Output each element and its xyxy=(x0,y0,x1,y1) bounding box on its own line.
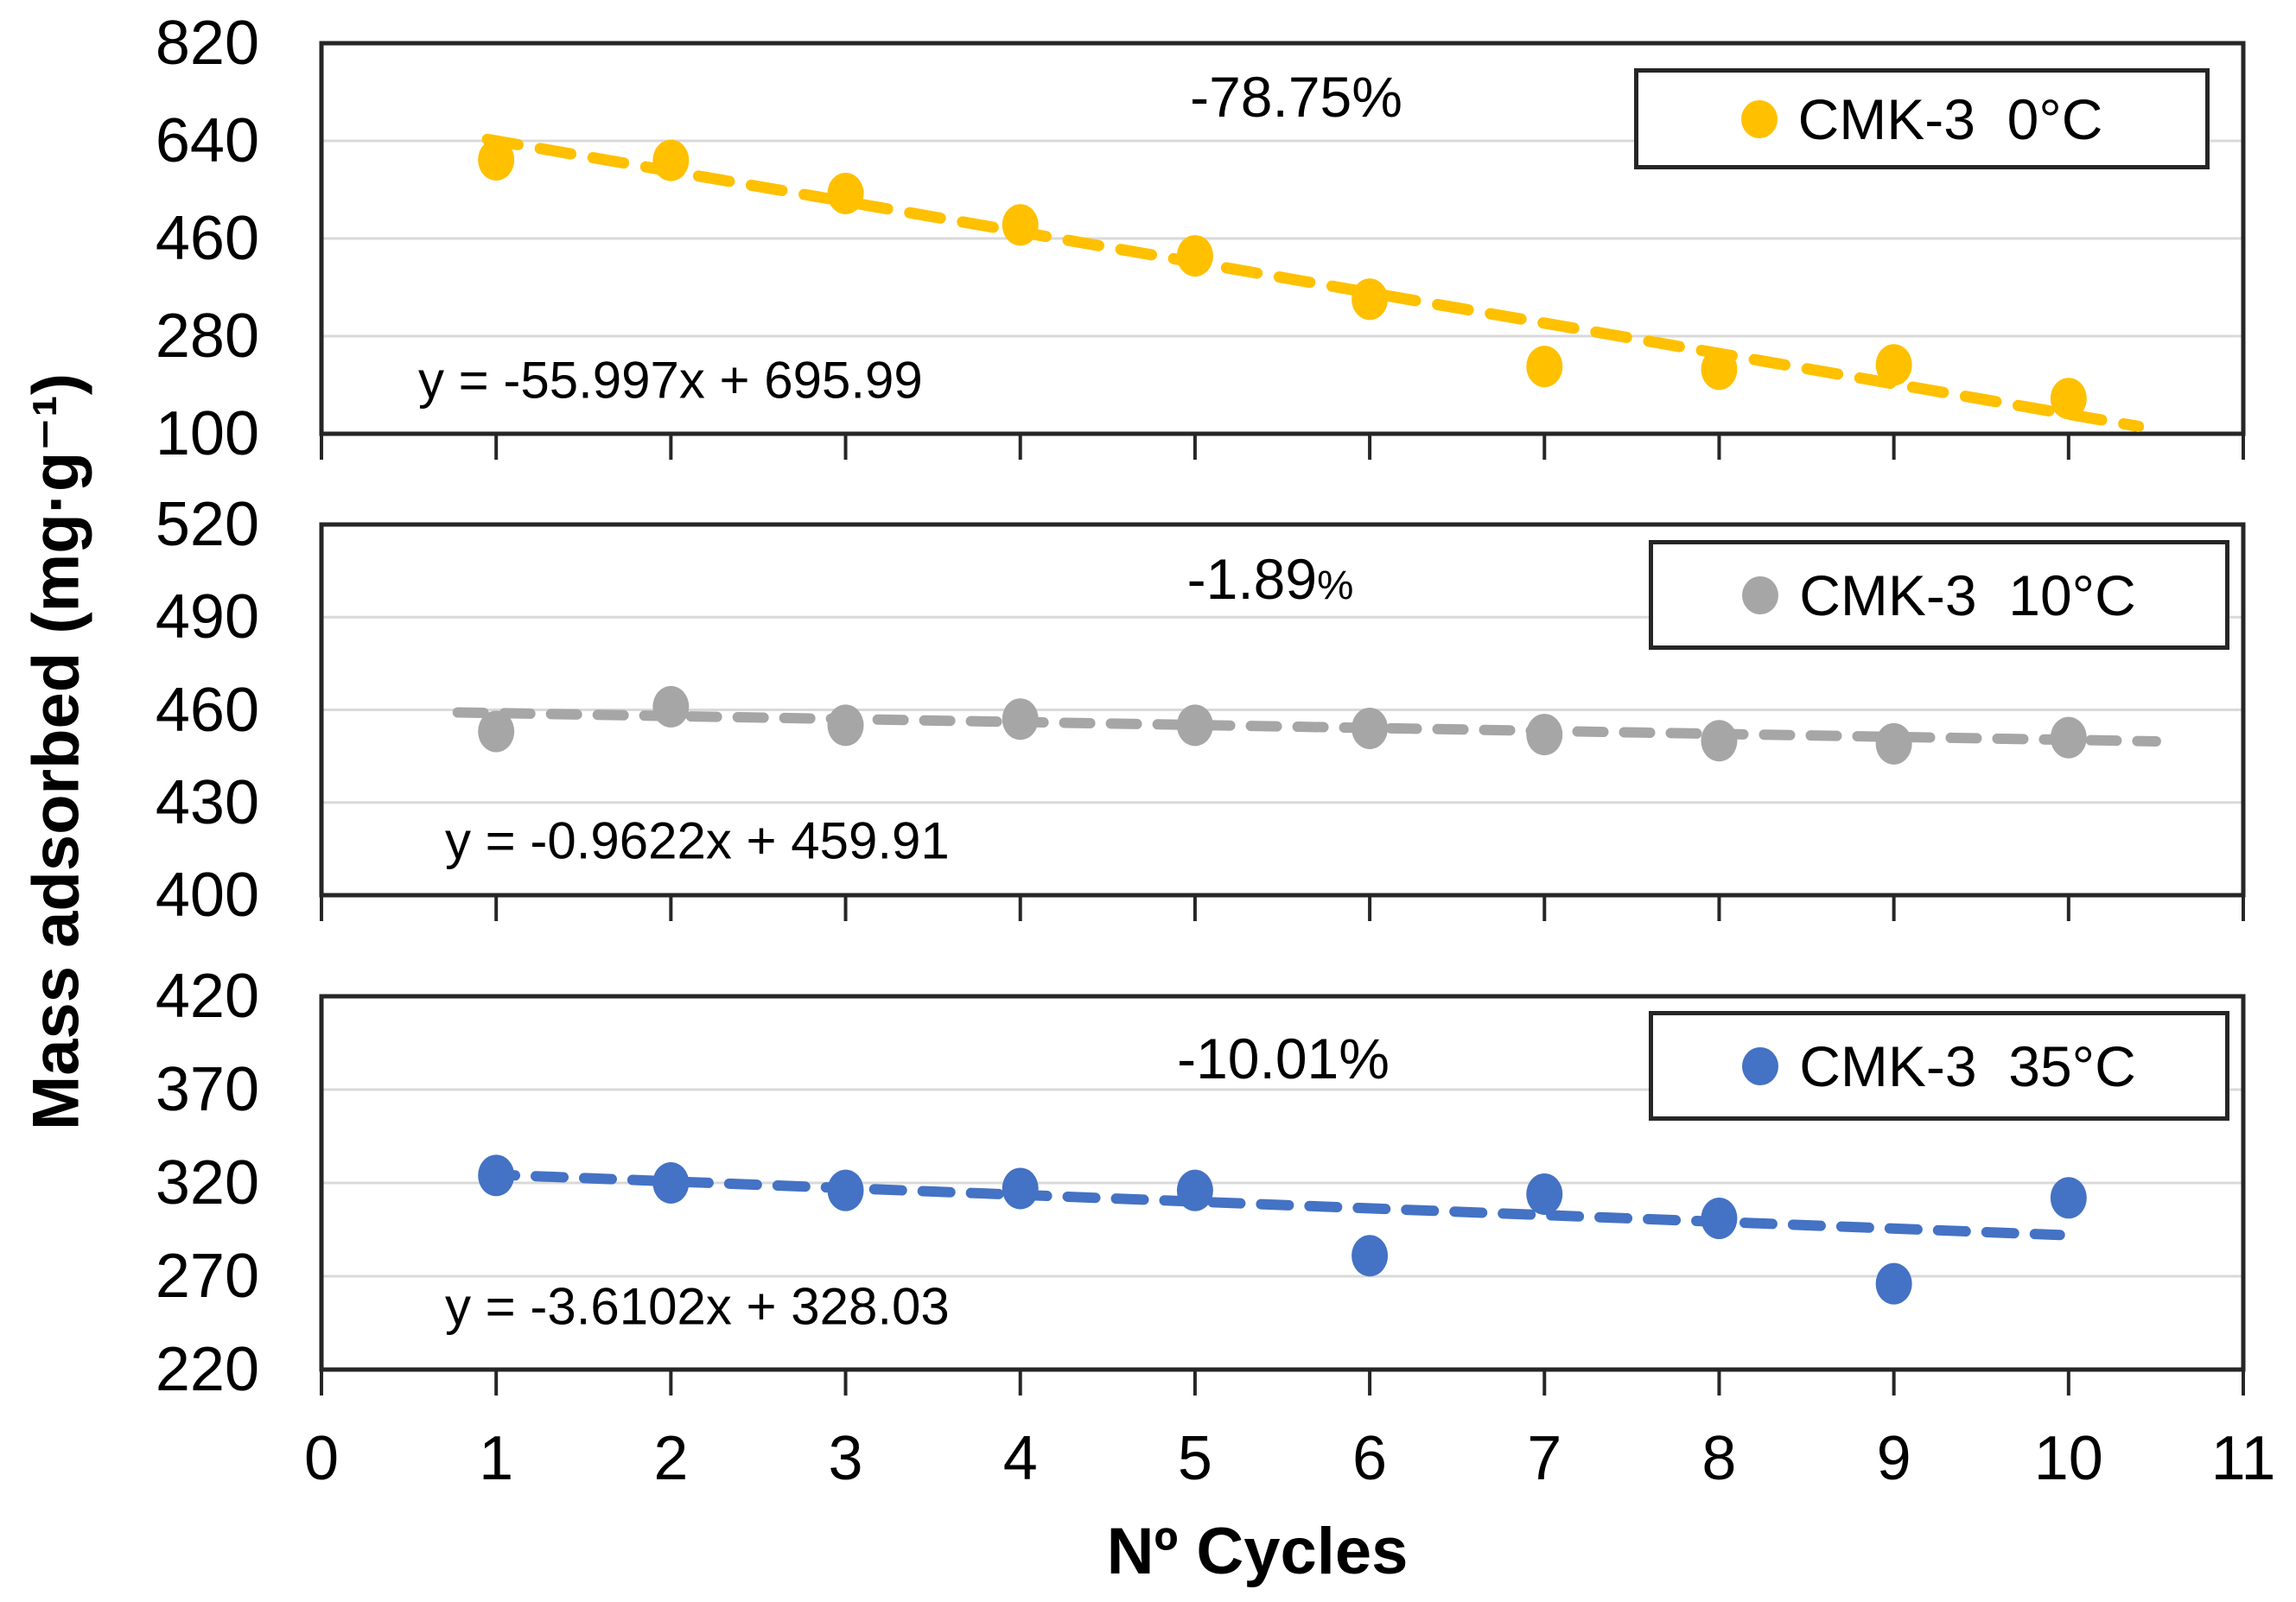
panel-border xyxy=(319,41,2246,436)
y-tick-label: 100 xyxy=(155,399,259,468)
legend-marker-dot xyxy=(1740,99,1778,138)
x-tick-label: 10 xyxy=(2033,1424,2103,1493)
x-tick-label: 11 xyxy=(2210,1424,2276,1493)
trendline xyxy=(452,707,2161,747)
data-point xyxy=(1875,722,1912,765)
trendline xyxy=(482,1169,2065,1241)
y-tick-label: 640 xyxy=(155,106,259,175)
percent-change-value: -78.75 xyxy=(1190,65,1352,129)
data-point xyxy=(1002,1167,1039,1210)
x-tick-label: 5 xyxy=(1177,1424,1212,1493)
data-point xyxy=(1176,704,1213,747)
data-point xyxy=(2050,1177,2087,1219)
data-point xyxy=(827,172,864,214)
data-point xyxy=(1701,720,1738,762)
trendline-equation: y = -3.6102x + 328.03 xyxy=(445,1277,950,1336)
y-tick-label: 220 xyxy=(155,1335,259,1404)
y-tick-label: 460 xyxy=(155,675,259,745)
y-tick-label: 520 xyxy=(155,490,259,559)
legend-series-label: CMK-3 10°C xyxy=(1799,563,2136,627)
percent-sign: % xyxy=(1339,1027,1390,1090)
x-tick-label: 9 xyxy=(1876,1424,1911,1493)
percent-change-value: -10.01 xyxy=(1177,1027,1339,1090)
x-axis-title: Nº Cycles xyxy=(1106,1515,1409,1588)
panel-border xyxy=(319,522,2246,898)
data-point xyxy=(1875,344,1912,386)
x-tick-label: 7 xyxy=(1527,1424,1562,1493)
data-point xyxy=(2050,716,2087,759)
data-point xyxy=(1352,278,1389,321)
legend-marker-dot xyxy=(1742,1046,1779,1085)
data-point xyxy=(652,139,690,181)
panel-border xyxy=(319,994,2246,1372)
data-point xyxy=(1875,1262,1912,1305)
y-tick-label: 460 xyxy=(155,204,259,273)
data-point xyxy=(478,710,515,753)
data-point xyxy=(1352,707,1389,749)
y-tick-label: 820 xyxy=(155,9,259,78)
y-tick-label: 370 xyxy=(155,1055,259,1124)
data-point xyxy=(827,704,864,747)
x-tick-label: 3 xyxy=(828,1424,863,1493)
y-tick-label: 400 xyxy=(155,861,259,930)
data-point xyxy=(478,138,515,181)
percent-sign: % xyxy=(1317,563,1354,608)
y-tick-label: 420 xyxy=(155,962,259,1031)
legend-box: CMK-3 0°C xyxy=(1634,68,2210,169)
legend-marker-dot xyxy=(1742,575,1779,614)
data-point xyxy=(1002,698,1039,741)
data-point xyxy=(652,1162,690,1204)
data-point xyxy=(652,685,690,728)
trendline-equation: y = -0.9622x + 459.91 xyxy=(445,811,950,870)
data-point xyxy=(1352,1235,1389,1277)
y-tick-label: 430 xyxy=(155,767,259,837)
data-point xyxy=(827,1169,864,1211)
data-point xyxy=(1701,1198,1738,1240)
data-point xyxy=(1526,714,1563,756)
x-tick-label: 1 xyxy=(479,1424,514,1493)
y-tick-label: 280 xyxy=(155,302,259,371)
x-tick-label: 6 xyxy=(1352,1424,1388,1493)
legend-box: CMK-3 10°C xyxy=(1649,540,2229,650)
data-point xyxy=(1002,204,1039,246)
percent-change-annotation: -78.75% xyxy=(1190,64,1402,130)
trendline-equation: y = -55.997x + 695.99 xyxy=(418,351,923,410)
y-tick-label: 320 xyxy=(155,1148,259,1217)
percent-sign: % xyxy=(1352,65,1402,129)
x-tick-label: 8 xyxy=(1701,1424,1737,1493)
data-point xyxy=(1701,348,1738,391)
data-point xyxy=(2050,378,2087,420)
percent-change-annotation: -10.01% xyxy=(1177,1026,1390,1091)
legend-box: CMK-3 35°C xyxy=(1649,1011,2229,1121)
x-tick-label: 4 xyxy=(1002,1424,1038,1493)
data-point xyxy=(1526,346,1563,388)
x-tick-label: 2 xyxy=(653,1424,689,1493)
data-point xyxy=(1176,235,1213,277)
x-tick-label: 0 xyxy=(303,1424,340,1493)
data-point xyxy=(1176,1169,1213,1211)
data-point xyxy=(478,1154,515,1197)
trendline xyxy=(481,133,2145,432)
legend-series-label: CMK-3 35°C xyxy=(1799,1033,2136,1098)
legend-series-label: CMK-3 0°C xyxy=(1797,86,2103,151)
percent-change-value: -1.89 xyxy=(1186,547,1318,611)
data-point xyxy=(1526,1173,1563,1215)
y-tick-label: 270 xyxy=(155,1242,259,1311)
percent-change-annotation: -1.89% xyxy=(1187,546,1354,612)
y-tick-label: 490 xyxy=(155,582,259,652)
